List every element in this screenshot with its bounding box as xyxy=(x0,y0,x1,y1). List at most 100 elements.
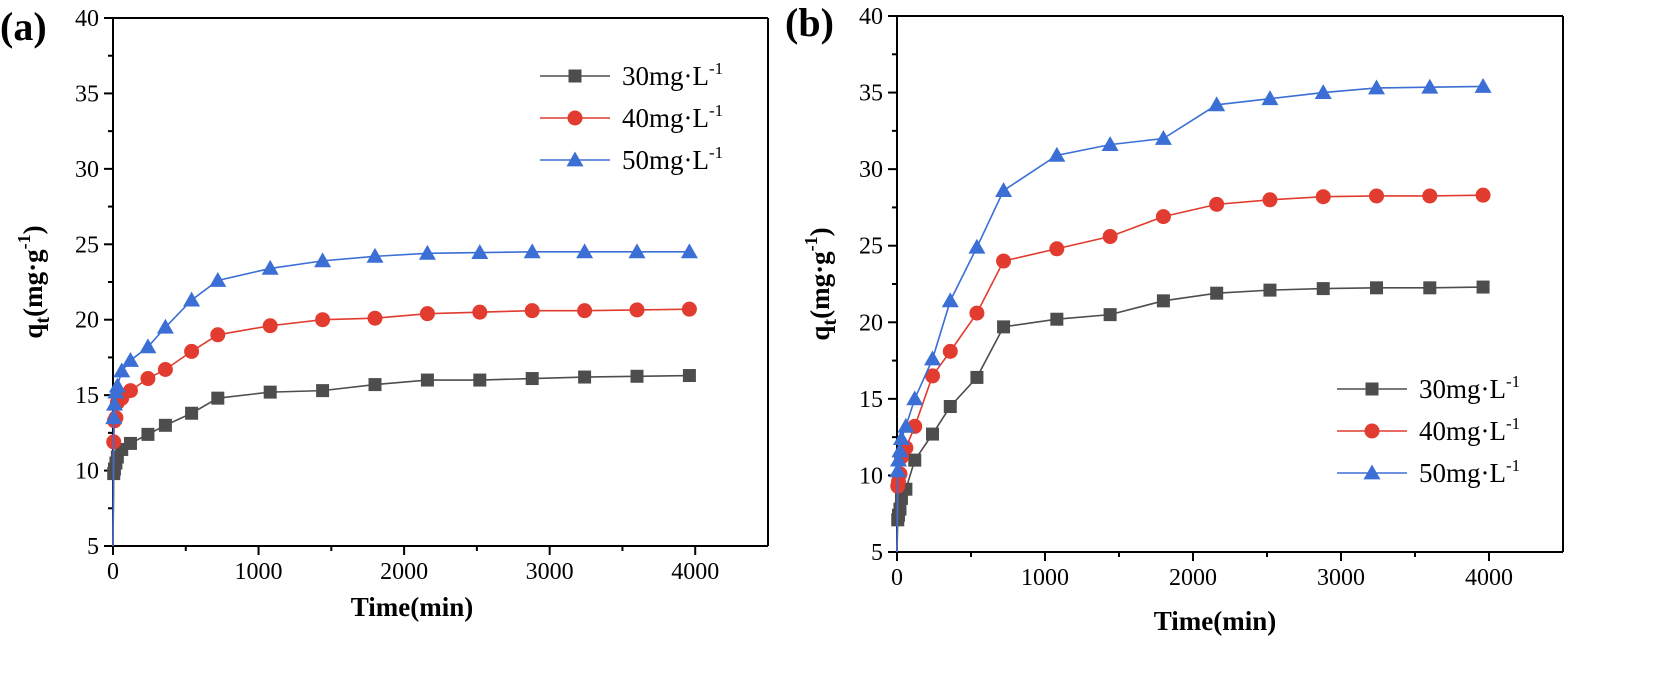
data-point xyxy=(892,430,910,446)
data-point xyxy=(1369,188,1385,204)
series-line xyxy=(112,308,690,547)
data-point xyxy=(1315,189,1331,205)
x-tick-label: 4000 xyxy=(671,559,719,585)
data-point xyxy=(262,318,278,334)
data-point xyxy=(261,259,279,275)
data-point xyxy=(185,406,199,420)
legend-marker xyxy=(1363,464,1381,480)
y-axis-title-unit: (mg·g xyxy=(805,251,835,319)
data-point xyxy=(157,361,173,377)
y-tick-label: 30 xyxy=(75,157,99,183)
data-point xyxy=(995,182,1013,197)
legend-marker xyxy=(1365,382,1379,396)
data-point xyxy=(630,369,644,383)
data-point xyxy=(906,390,924,406)
data-point xyxy=(108,377,126,393)
y-tick-label: 20 xyxy=(859,310,883,336)
data-point xyxy=(1102,229,1118,245)
data-point xyxy=(889,462,907,478)
data-point xyxy=(897,417,915,433)
data-point xyxy=(367,310,383,326)
data-point xyxy=(210,327,226,343)
legend-label-main: 50mg·L xyxy=(622,145,709,175)
data-point xyxy=(1475,187,1491,203)
x-tick-label: 2000 xyxy=(1169,565,1217,591)
series-line xyxy=(112,251,690,547)
data-point xyxy=(209,271,227,287)
y-tick-label: 40 xyxy=(859,4,883,30)
data-point xyxy=(316,384,330,398)
panel-label: (b) xyxy=(785,0,834,45)
legend-entry: 30mg·L-1 xyxy=(540,59,723,91)
legend-label-main: 40mg·L xyxy=(1419,416,1506,446)
data-point xyxy=(211,391,225,405)
y-axis-title-close: ) xyxy=(18,225,48,234)
data-point xyxy=(682,369,696,383)
data-point xyxy=(1208,96,1226,112)
y-axis-title-sub: t xyxy=(32,317,54,324)
x-tick-label: 2000 xyxy=(380,559,428,585)
legend-label-sup: -1 xyxy=(1506,372,1520,391)
x-tick-label: 3000 xyxy=(526,559,574,585)
legend-label-main: 40mg·L xyxy=(622,103,709,133)
data-point xyxy=(1209,196,1225,212)
legend-label-main: 30mg·L xyxy=(1419,374,1506,404)
data-point xyxy=(1103,308,1117,322)
data-point xyxy=(926,427,940,441)
legend-label-main: 30mg·L xyxy=(622,61,709,91)
data-point xyxy=(1210,286,1224,300)
data-point xyxy=(139,338,157,354)
y-axis-title-sub: t xyxy=(819,319,841,326)
data-point xyxy=(1476,280,1490,294)
data-point xyxy=(156,318,174,334)
data-point xyxy=(123,436,137,450)
x-tick-label: 3000 xyxy=(1317,565,1365,591)
series-circle xyxy=(106,301,697,547)
data-point xyxy=(1155,209,1171,225)
data-point xyxy=(889,451,907,467)
data-point xyxy=(1423,281,1437,295)
data-point xyxy=(366,247,384,263)
data-point xyxy=(1261,90,1279,106)
data-point xyxy=(368,378,382,392)
legend-label: 40mg·L-1 xyxy=(1419,414,1520,446)
data-point xyxy=(1049,241,1065,257)
panel-label: (a) xyxy=(0,4,47,49)
y-axis-title-main: q xyxy=(805,326,835,341)
data-point xyxy=(577,303,593,319)
legend-label-sup: -1 xyxy=(1506,456,1520,475)
legend-label-sup: -1 xyxy=(1506,414,1520,433)
data-point xyxy=(628,243,646,259)
data-point xyxy=(113,362,131,378)
y-tick-label: 15 xyxy=(75,383,99,409)
series-triangle xyxy=(889,77,1492,553)
series-line xyxy=(896,85,1484,553)
x-axis-title: Time(min) xyxy=(1154,606,1277,636)
y-axis-title: qt(mg·g-1) xyxy=(801,227,841,340)
data-point xyxy=(1263,283,1277,297)
series-square xyxy=(107,369,696,547)
data-point xyxy=(122,383,138,399)
chart-panel-b: (b) 0 1000 2000 3000 4000 5 10 15 20 25 30 35 40 Time(… xyxy=(785,0,1564,636)
data-point xyxy=(924,350,942,366)
legend-label-sup: -1 xyxy=(709,143,723,162)
y-tick-label: 35 xyxy=(75,81,99,107)
data-point xyxy=(105,395,123,411)
y-axis-title: qt(mg·g-1) xyxy=(14,225,54,338)
data-point xyxy=(1048,146,1066,162)
y-tick-label: 35 xyxy=(859,81,883,107)
data-point xyxy=(908,453,922,467)
legend-entry: 30mg·L-1 xyxy=(1337,372,1520,404)
x-tick-label: 1000 xyxy=(1021,565,1069,591)
x-tick-label: 4000 xyxy=(1465,565,1513,591)
data-point xyxy=(1156,294,1170,308)
x-tick-label: 1000 xyxy=(235,559,283,585)
data-point xyxy=(183,291,201,307)
y-tick-label: 25 xyxy=(75,232,99,258)
data-point xyxy=(681,301,697,317)
data-point xyxy=(943,400,957,414)
y-axis-title-unit: (mg·g xyxy=(18,249,48,317)
y-axis-title-sup: -1 xyxy=(801,236,821,251)
y-axis-title-main: q xyxy=(18,324,48,339)
